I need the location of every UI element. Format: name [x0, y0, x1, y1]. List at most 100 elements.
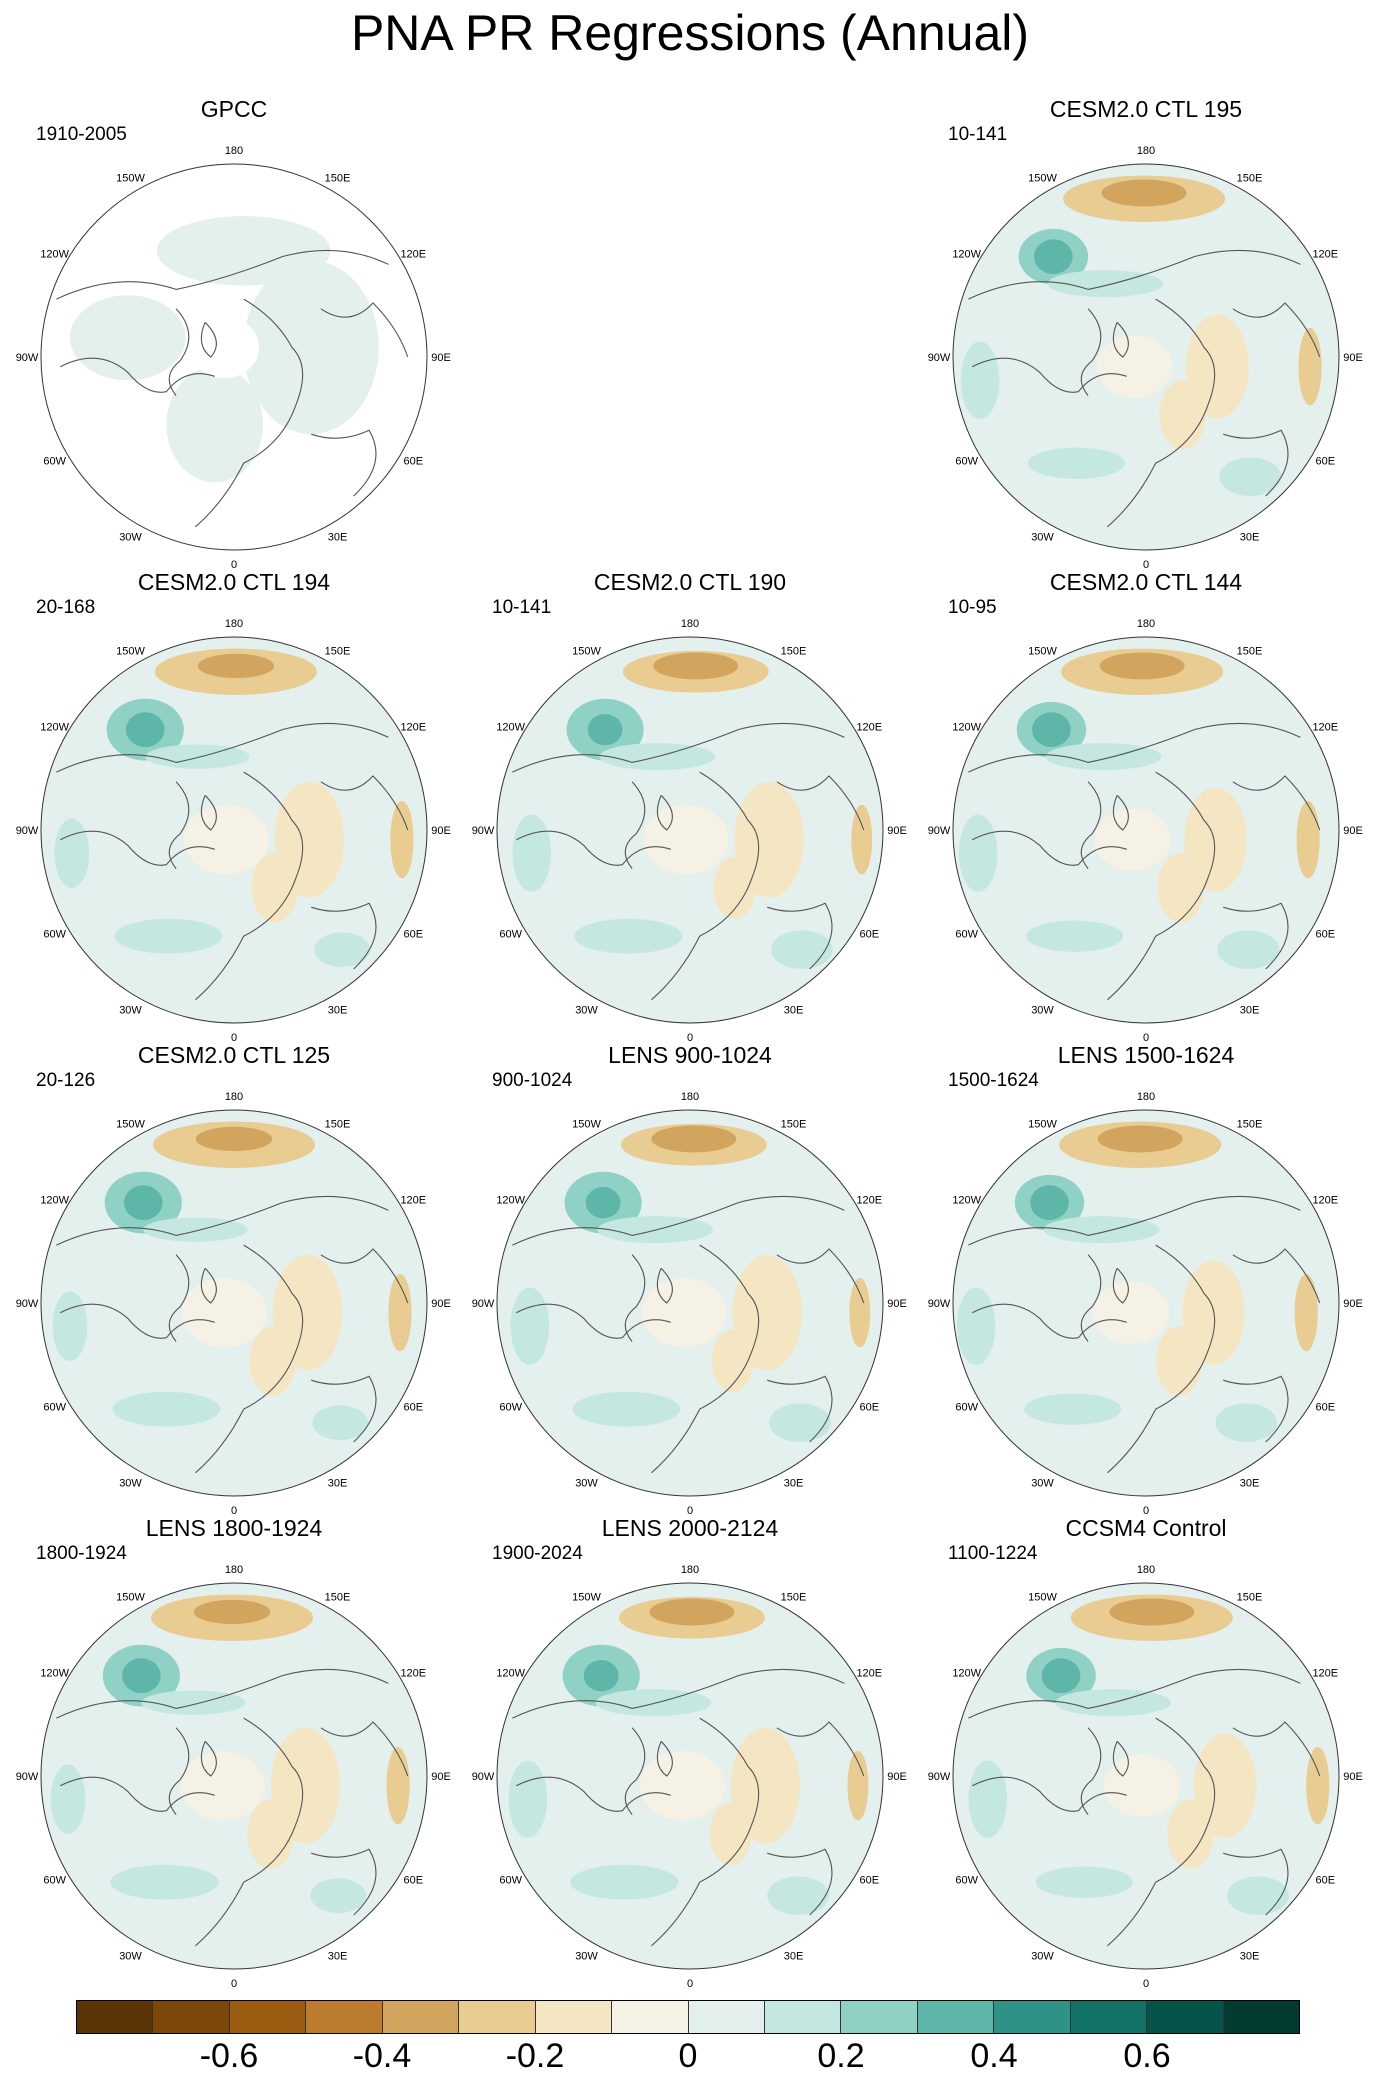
longitude-label: 180: [1137, 618, 1155, 630]
panel-years: 20-126: [36, 1070, 96, 1091]
contour-region: [249, 1326, 296, 1396]
map-boundary: [496, 1109, 884, 1497]
longitude-label: 0: [231, 1978, 237, 1990]
contour-region: [771, 930, 833, 969]
colorbar-segment: [917, 2001, 995, 2033]
map-panel-cesm-ctl-195: CESM2.0 CTL 195 10-141 180 150E 120E 90E 60E…: [928, 95, 1363, 571]
polar-map: 180 150E 120E 90E 60E 30E 0 30W 60W 90W 120W 150W: [16, 1564, 451, 1990]
coastline: [1107, 771, 1216, 1001]
coastline: [1107, 298, 1216, 528]
longitude-label: 0: [1143, 1505, 1149, 1517]
longitude-label: 30E: [328, 1950, 348, 1962]
longitude-label: 150E: [781, 1119, 807, 1131]
contour-region: [1217, 930, 1280, 969]
colorbar-segment: [994, 2001, 1071, 2033]
colorbar-tick-label: 0.2: [817, 2037, 865, 2075]
longitude-label: 30E: [328, 1477, 348, 1489]
contour-region: [653, 652, 739, 680]
longitude-label: 0: [687, 1978, 693, 1990]
longitude-label: 180: [1137, 1091, 1155, 1103]
map-panel-cesm-ctl-125: CESM2.0 CTL 125 20-126 180 150E 120E 90E 60E…: [16, 1041, 451, 1517]
coastline: [1232, 1721, 1321, 1777]
longitude-label: 180: [681, 1091, 699, 1103]
contour-region: [734, 781, 804, 898]
longitude-label: 150W: [572, 646, 601, 658]
contour-region: [641, 1277, 727, 1348]
longitude-label: 30E: [784, 1477, 804, 1489]
longitude-label: 90W: [928, 1771, 951, 1783]
polar-map: 180 150E 120E 90E 60E 30E 0 30W 60W 90W 120W 150W: [472, 1564, 907, 1990]
colorbar-segment: [764, 2001, 842, 2033]
coastline: [60, 1776, 215, 1812]
coastline: [1080, 1254, 1102, 1342]
field-layer: [953, 637, 1339, 1023]
panel-title: CESM2.0 CTL 195: [1049, 96, 1243, 122]
longitude-label: 60W: [955, 456, 978, 468]
map-panel-cesm-ctl-190: CESM2.0 CTL 190 10-141 180 150E 120E 90E 60E…: [472, 568, 907, 1044]
contour-region: [1157, 853, 1204, 923]
coastline: [512, 1195, 845, 1246]
longitude-label: 120E: [1312, 722, 1338, 734]
coastline: [1223, 902, 1289, 970]
longitude-label: 90E: [1343, 1771, 1363, 1783]
longitude-label: 90W: [472, 825, 495, 837]
coastline: [200, 321, 217, 358]
contour-region: [639, 1750, 725, 1821]
map-boundary: [952, 163, 1340, 551]
longitude-label: 120E: [1312, 1668, 1338, 1680]
contour-region: [1159, 380, 1206, 450]
contour-region: [649, 1598, 735, 1626]
contour-region: [54, 818, 90, 888]
coastline: [767, 1848, 833, 1916]
longitude-label: 150E: [1237, 646, 1263, 658]
contour-region: [711, 1329, 754, 1393]
contour-region: [508, 1760, 548, 1838]
coastline: [1107, 1717, 1216, 1947]
coastline: [1232, 1248, 1321, 1304]
polar-map: 180 150E 120E 90E 60E 30E 0 30W 60W 90W 120W 150W: [16, 145, 451, 571]
contour-region: [181, 1277, 267, 1348]
coastline: [168, 1727, 190, 1815]
coastline: [1232, 775, 1321, 831]
coastline: [60, 1303, 215, 1339]
coastline: [972, 357, 1127, 393]
longitude-label: 60E: [1316, 456, 1336, 468]
coastline: [776, 775, 865, 831]
map-panel-ccsm4-control: CCSM4 Control 1100-1224 180 150E 120E 90E 60…: [928, 1514, 1363, 1990]
contour-region: [179, 1750, 265, 1821]
field-layer: [41, 1583, 427, 1969]
panel-years: 1800-1924: [36, 1543, 127, 1564]
coastline: [624, 781, 646, 869]
contour-region: [585, 1187, 621, 1219]
coastline: [767, 1375, 833, 1443]
coastline: [972, 1776, 1127, 1812]
longitude-label: 90W: [472, 1298, 495, 1310]
contour-region: [1294, 1274, 1318, 1352]
coastline: [968, 1195, 1301, 1246]
coastline: [56, 249, 389, 300]
longitude-label: 0: [687, 1032, 693, 1044]
longitude-label: 60E: [860, 929, 880, 941]
longitude-label: 30E: [784, 1950, 804, 1962]
coastline: [200, 1740, 217, 1777]
contour-region: [1034, 239, 1073, 275]
contour-region: [767, 1876, 829, 1915]
longitude-label: 30W: [575, 1004, 598, 1016]
panel-years: 20-168: [36, 597, 96, 618]
colorbar-segment: [77, 2001, 154, 2033]
panel-title: LENS 2000-2124: [601, 1515, 779, 1541]
field-layer: [497, 637, 883, 1023]
map-panel-lens-900: LENS 900-1024 900-1024 180 150E 120E 90E 60E…: [472, 1041, 907, 1517]
longitude-label: 90W: [16, 1298, 39, 1310]
panel-years: 10-141: [948, 124, 1008, 145]
panel-title: LENS 1500-1624: [1057, 1042, 1235, 1068]
longitude-label: 120E: [400, 1195, 426, 1207]
contour-region: [570, 1864, 679, 1900]
coastline: [195, 1244, 304, 1474]
contour-region: [314, 932, 370, 968]
coastline: [56, 1195, 389, 1246]
field-layer: [41, 637, 427, 1023]
panel-years: 1900-2024: [492, 1543, 583, 1564]
longitude-label: 90E: [431, 352, 451, 364]
contour-region: [968, 1760, 1008, 1838]
